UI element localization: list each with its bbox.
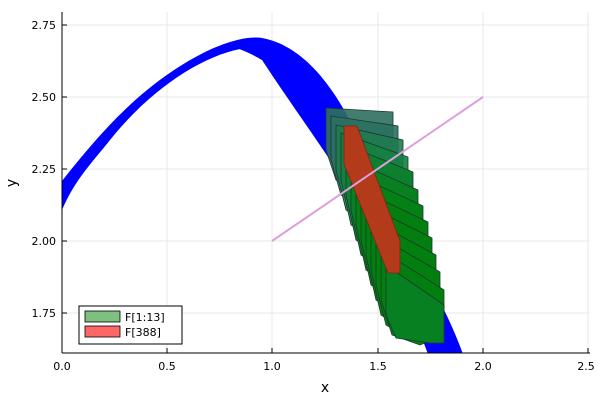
plum-line <box>271 96 484 242</box>
gridlines <box>62 12 590 353</box>
red-set <box>343 125 401 274</box>
legend-label: F[388] <box>125 326 161 339</box>
y-tick-label: 1.75 <box>32 307 57 320</box>
x-tick-label: 2.0 <box>474 360 492 373</box>
x-tick-label: 1.0 <box>263 360 281 373</box>
x-tick-label: 2.5 <box>577 360 595 373</box>
x-tick-label: 0.0 <box>53 360 71 373</box>
legend-swatch-green <box>84 310 121 323</box>
axes <box>61 12 590 354</box>
legend-label: F[1:13] <box>125 311 165 324</box>
legend: F[1:13] F[388] <box>78 305 183 345</box>
x-axis-label: x <box>321 380 329 396</box>
y-tick-label: 2.50 <box>32 91 57 104</box>
y-tick-label: 2.75 <box>32 19 57 32</box>
y-tick-label: 2.25 <box>32 163 57 176</box>
x-tick-label: 1.5 <box>369 360 387 373</box>
x-tick-label: 0.5 <box>158 360 176 373</box>
y-axis-label: y <box>4 179 20 187</box>
legend-swatch-red <box>84 325 121 338</box>
y-tick-label: 2.00 <box>32 235 57 248</box>
